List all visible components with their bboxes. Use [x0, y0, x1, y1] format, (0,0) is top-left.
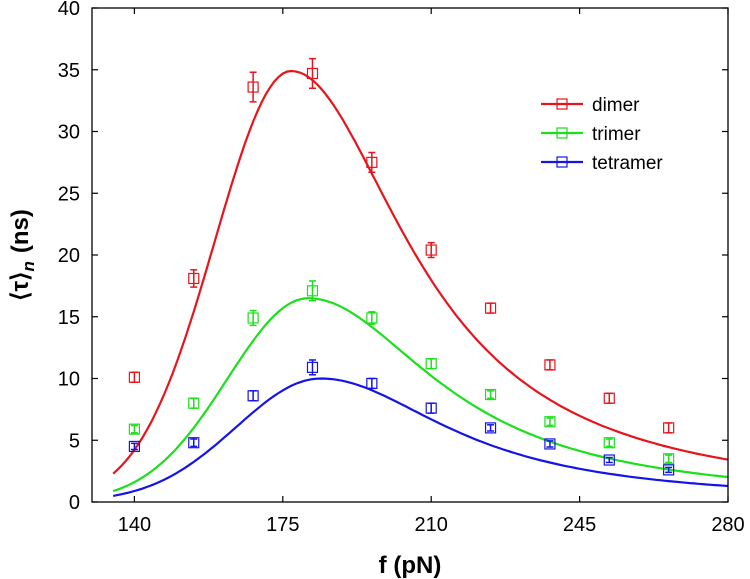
x-tick-label: 280 — [711, 514, 744, 536]
plot-area — [112, 57, 729, 497]
y-tick-label: 40 — [58, 0, 80, 20]
data-point-trimer — [306, 285, 319, 297]
data-point-dimer — [366, 156, 378, 168]
y-tick-label: 25 — [58, 183, 80, 205]
legend-label-trimer: trimer — [592, 124, 641, 145]
plot-frame — [91, 7, 729, 503]
data-point-dimer — [425, 244, 437, 256]
data-point-trimer — [128, 423, 140, 435]
x-tick-label: 210 — [415, 514, 448, 536]
x-axis-title: f (pN) — [379, 552, 442, 579]
data-point-tetramer — [663, 464, 675, 476]
data-point-dimer — [306, 67, 319, 80]
fit-curve-dimer — [112, 69, 729, 475]
y-tick-label: 35 — [58, 60, 80, 82]
data-point-dimer — [247, 81, 259, 93]
y-axis-symbol: ⟨τ⟩ — [7, 271, 34, 300]
data-point-trimer — [484, 388, 497, 401]
data-point-dimer — [128, 371, 140, 383]
data-point-tetramer — [603, 454, 615, 466]
data-point-trimer — [663, 453, 675, 465]
data-point-tetramer — [306, 361, 319, 373]
data-point-trimer — [188, 397, 200, 409]
data-point-dimer — [484, 302, 497, 314]
data-point-trimer — [544, 416, 556, 428]
ticks: 140 175 210 245 280 0 5 10 15 20 25 30 35 40 — [58, 0, 745, 536]
y-axis-unit: (ns) — [7, 209, 34, 253]
data-point-trimer — [366, 312, 378, 324]
fit-curve-tetramer — [112, 377, 729, 497]
data-point-trimer — [247, 312, 259, 324]
y-axis-title: ⟨τ⟩n (ns) — [7, 209, 38, 301]
data-point-tetramer — [484, 422, 497, 434]
fit-curve-trimer — [112, 297, 729, 493]
y-tick-label: 5 — [69, 430, 80, 452]
legend-marker-dimer — [556, 98, 568, 110]
data-point-tetramer — [544, 438, 556, 450]
data-point-trimer — [425, 358, 437, 370]
y-tick-label: 10 — [58, 369, 80, 391]
y-tick-label: 20 — [58, 245, 80, 267]
data-point-tetramer — [247, 390, 259, 402]
y-tick-label: 15 — [58, 307, 80, 329]
y-axis-subscript: n — [19, 261, 38, 271]
data-point-tetramer — [366, 377, 378, 390]
y-tick-label: 0 — [69, 492, 80, 514]
axes — [91, 7, 729, 503]
y-tick-label: 30 — [58, 122, 80, 144]
x-tick-label: 140 — [118, 514, 151, 536]
data-point-tetramer — [188, 437, 200, 449]
x-tick-label: 175 — [266, 514, 299, 536]
legend-marker-trimer — [556, 127, 568, 139]
legend-label-tetramer: tetramer — [592, 153, 663, 174]
legend-label-dimer: dimer — [592, 95, 640, 116]
data-point-dimer — [603, 392, 615, 404]
legend-marker-tetramer — [556, 156, 568, 168]
data-point-tetramer — [425, 402, 437, 414]
x-tick-label: 245 — [563, 514, 596, 536]
data-point-dimer — [544, 359, 556, 371]
data-point-trimer — [603, 437, 615, 449]
legend: dimer trimer tetramer — [541, 95, 663, 174]
data-point-dimer — [188, 272, 200, 285]
data-point-tetramer — [128, 440, 140, 453]
data-point-dimer — [663, 422, 675, 434]
